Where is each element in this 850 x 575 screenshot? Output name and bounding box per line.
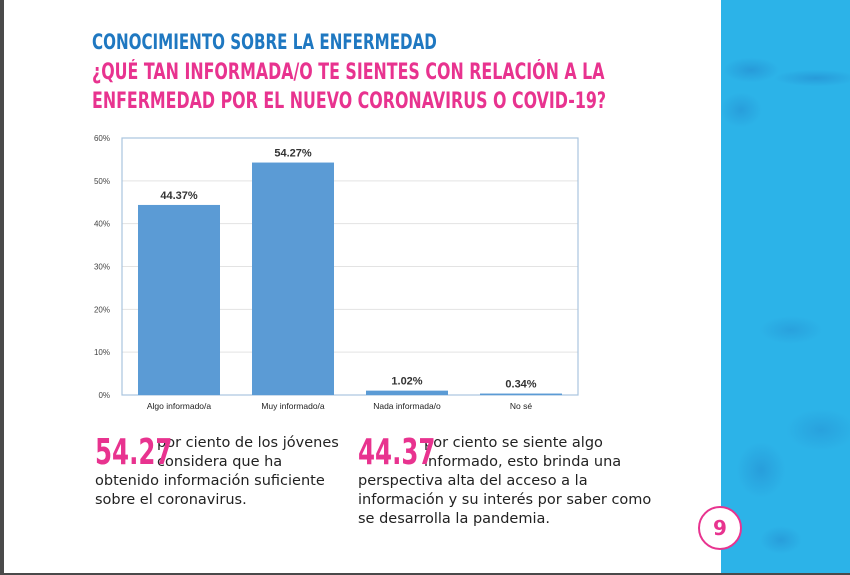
bar-chart-svg: 0% 10% 20% 30% 40% 50% 60% 44.37% Algo informado…: [94, 134, 579, 411]
frame-left-border: [0, 0, 4, 575]
y-tick-label: 60%: [94, 134, 110, 143]
y-tick-label: 30%: [94, 263, 110, 272]
data-label: 0.34%: [505, 379, 536, 391]
plot-area-border: [121, 137, 579, 396]
data-label: 1.02%: [391, 376, 422, 388]
data-label: 54.27%: [274, 148, 312, 160]
stat-block-2: 44.37 por ciento se siente algo informad…: [358, 434, 658, 529]
section-title: CONOCIMIENTO SOBRE LA ENFERMEDAD: [92, 30, 437, 54]
stat-block-1: 54.27 por ciento de los jóvenes consider…: [95, 434, 345, 510]
page-number: 9: [713, 516, 727, 540]
x-tick-label: Algo informado/a: [147, 401, 212, 411]
stat-text-2: por ciento se siente algo informado, est…: [358, 435, 652, 527]
question-line-2: ENFERMEDAD POR EL NUEVO CORONAVIRUS O CO…: [92, 89, 607, 114]
frame-bottom-border: [0, 573, 850, 575]
stat-number-1: 54.27: [95, 432, 173, 473]
x-tick-label: No sé: [510, 401, 532, 411]
question-title: ¿QUÉ TAN INFORMADA/O TE SIENTES CON RELA…: [92, 58, 606, 116]
y-tick-label: 50%: [94, 177, 110, 186]
stat-text-1: por ciento de los jóvenes considera que …: [95, 435, 339, 508]
data-label: 44.37%: [160, 190, 198, 202]
bar: [366, 390, 448, 395]
y-tick-label: 10%: [94, 348, 110, 357]
bar-chart: 0% 10% 20% 30% 40% 50% 60% 44.37% Algo informado…: [85, 128, 595, 418]
x-tick-label: Muy informado/a: [261, 401, 325, 411]
decorative-blue-panel: [721, 0, 850, 573]
stat-number-2: 44.37: [358, 432, 436, 473]
x-tick-label: Nada informada/o: [373, 401, 441, 411]
y-tick-label: 20%: [94, 305, 110, 314]
bar: [138, 204, 220, 395]
y-tick-label: 40%: [94, 220, 110, 229]
question-line-1: ¿QUÉ TAN INFORMADA/O TE SIENTES CON RELA…: [92, 60, 605, 85]
y-tick-label: 0%: [98, 391, 110, 400]
page-number-badge: 9: [698, 506, 742, 550]
bar: [480, 393, 562, 396]
bar: [252, 162, 334, 395]
